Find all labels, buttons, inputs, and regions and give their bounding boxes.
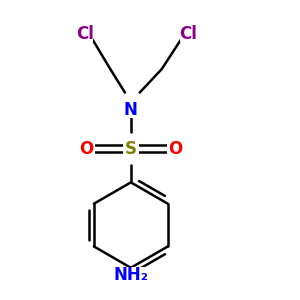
FancyBboxPatch shape: [180, 26, 196, 42]
Text: NH₂: NH₂: [113, 266, 148, 284]
FancyBboxPatch shape: [116, 267, 146, 283]
Text: O: O: [168, 140, 182, 158]
Text: S: S: [125, 140, 137, 158]
FancyBboxPatch shape: [123, 102, 139, 118]
FancyBboxPatch shape: [123, 140, 139, 157]
FancyBboxPatch shape: [79, 140, 95, 157]
FancyBboxPatch shape: [167, 140, 183, 157]
Text: Cl: Cl: [76, 25, 94, 43]
Text: Cl: Cl: [179, 25, 197, 43]
FancyBboxPatch shape: [77, 26, 93, 42]
Text: O: O: [80, 140, 94, 158]
Text: N: N: [124, 101, 138, 119]
